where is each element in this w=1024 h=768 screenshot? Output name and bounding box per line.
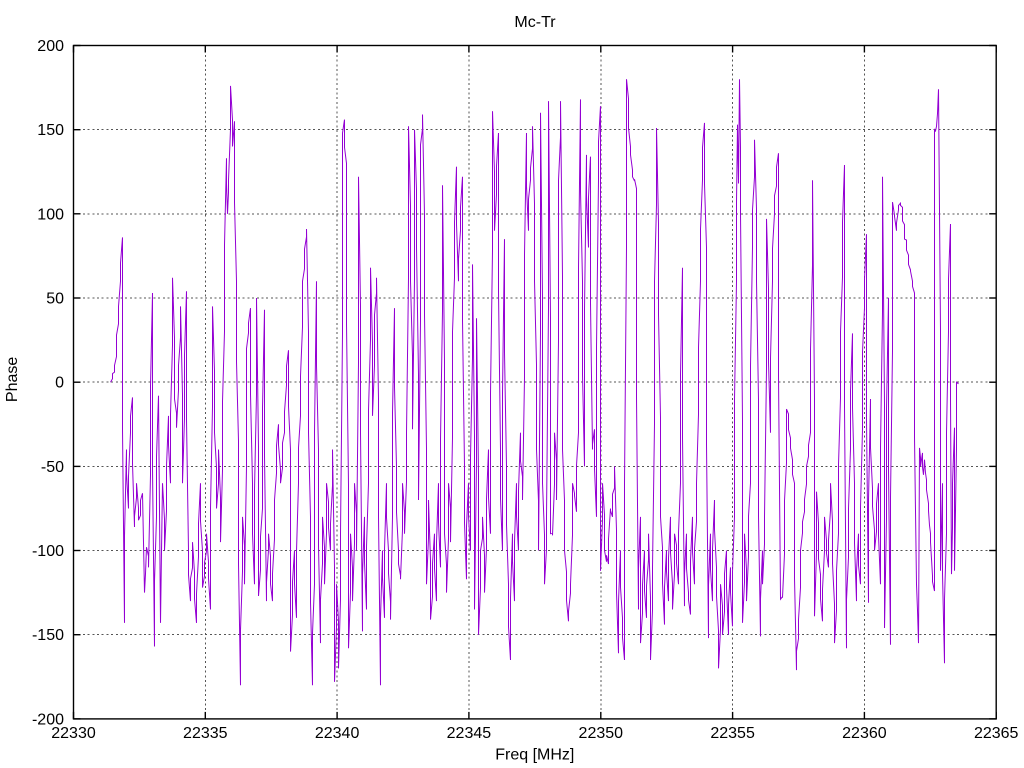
svg-text:-150: -150 [32, 627, 64, 644]
svg-text:Phase: Phase [4, 357, 21, 402]
svg-text:22335: 22335 [183, 725, 228, 742]
svg-text:Freq [MHz]: Freq [MHz] [495, 747, 574, 764]
svg-text:100: 100 [37, 206, 64, 223]
svg-text:22345: 22345 [447, 725, 492, 742]
svg-text:150: 150 [37, 122, 64, 139]
svg-text:200: 200 [37, 38, 64, 55]
svg-text:-200: -200 [32, 711, 64, 728]
svg-text:22330: 22330 [51, 725, 96, 742]
svg-text:Mc-Tr: Mc-Tr [514, 14, 556, 31]
svg-text:-100: -100 [32, 543, 64, 560]
svg-text:-50: -50 [41, 459, 64, 476]
svg-text:22365: 22365 [974, 725, 1019, 742]
svg-text:50: 50 [46, 291, 64, 308]
svg-text:22350: 22350 [579, 725, 624, 742]
svg-text:0: 0 [55, 375, 64, 392]
svg-text:22360: 22360 [842, 725, 887, 742]
svg-text:22355: 22355 [710, 725, 755, 742]
svg-text:22340: 22340 [315, 725, 360, 742]
